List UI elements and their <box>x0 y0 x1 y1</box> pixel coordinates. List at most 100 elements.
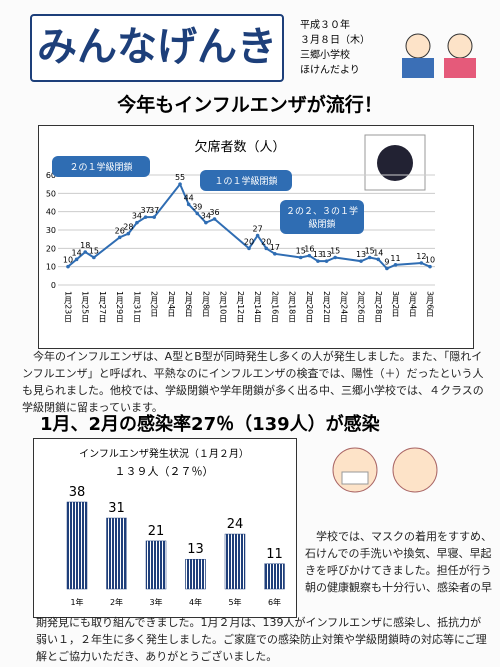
bar <box>106 517 127 590</box>
data-label: 11 <box>390 254 400 263</box>
doll-illustration <box>402 33 476 78</box>
chart-subtitle: １３９人（２７％） <box>115 465 214 478</box>
data-point <box>143 215 148 219</box>
y-tick-label: 60 <box>46 171 56 180</box>
data-point <box>385 266 389 271</box>
data-point <box>66 264 70 269</box>
x-tick-label: 2月2日 <box>150 291 159 318</box>
data-label: 15 <box>89 247 99 256</box>
bar <box>185 558 206 590</box>
data-label: 20 <box>261 237 271 246</box>
x-tick-label: 2月4日 <box>167 291 176 318</box>
data-point <box>74 257 79 262</box>
data-label: 13 <box>313 250 323 259</box>
x-tick-label: 2月22日 <box>322 291 331 323</box>
data-label: 20 <box>244 237 254 246</box>
data-point <box>316 259 320 263</box>
data-label: 44 <box>184 193 194 202</box>
x-tick-label: 1月25日 <box>81 291 90 323</box>
data-label: 9 <box>384 258 389 267</box>
data-label: 34 <box>132 212 142 221</box>
x-tick-label: 5年 <box>228 597 241 607</box>
y-tick-label: 40 <box>46 208 56 217</box>
y-tick-label: 0 <box>51 281 56 290</box>
data-point <box>152 215 156 219</box>
data-label: 28 <box>123 223 133 232</box>
data-point <box>359 259 363 263</box>
data-point <box>255 233 260 238</box>
x-tick-label: 1月29日 <box>115 291 124 323</box>
virus-illustration <box>377 145 413 181</box>
data-label: 21 <box>148 524 165 539</box>
data-label: 55 <box>175 173 185 182</box>
data-point <box>324 259 329 263</box>
chart-title: 欠席者数（人） <box>194 139 285 155</box>
bottom-text: 期発見にも取り組んできました。1月２月は、139人がインフルエンザに感染し、抵抗… <box>36 616 487 663</box>
date-block: 平成３０年 ３月８日（木） 三郷小学校 ほけんだより <box>300 18 370 78</box>
bar <box>224 533 246 590</box>
x-tick-label: 2月12日 <box>236 291 245 323</box>
x-tick-label: 2年 <box>110 597 123 607</box>
date-line: ３月８日（木） <box>300 35 370 46</box>
title: みんなげんき <box>37 24 277 70</box>
line-chart: 欠席者数（人） 0 10 20 30 40 50 60 1月23日 1月25日 1月27日 1月29… <box>46 134 435 323</box>
headline: 今年もインフルエンザが流行！ <box>117 94 383 116</box>
data-label: 14 <box>373 248 383 257</box>
annotation: ２の２、３の１学級閉鎖 <box>280 200 364 234</box>
data-label: 13 <box>187 542 204 557</box>
data-label: 38 <box>69 485 86 500</box>
data-label: 11 <box>266 547 283 562</box>
data-point <box>135 220 139 225</box>
date-line: 三郷小学校 <box>300 50 350 61</box>
annotation: １の１学級閉鎖 <box>200 170 292 191</box>
data-point <box>428 264 432 269</box>
x-tick-label: 3月2日 <box>391 291 400 318</box>
title-box: みんなげんき <box>30 14 284 82</box>
date-line: 平成３０年 <box>300 20 350 31</box>
data-label: 34 <box>201 212 211 221</box>
data-point <box>117 235 122 240</box>
x-tick-label: 1月23日 <box>64 291 73 323</box>
x-tick-label: 2月28日 <box>374 291 383 323</box>
y-tick-label: 50 <box>46 189 56 198</box>
data-point <box>126 231 131 236</box>
data-label: 16 <box>304 245 314 254</box>
data-label: 15 <box>330 247 340 256</box>
data-label: 13 <box>321 250 331 259</box>
x-tick-label: 2月6日 <box>184 291 193 318</box>
data-label: 15 <box>365 247 375 256</box>
data-label: 26 <box>115 226 125 235</box>
bar <box>145 540 167 590</box>
x-tick-label: 1月31日 <box>132 291 141 323</box>
y-tick-label: 10 <box>46 263 56 272</box>
x-tick-label: 3年 <box>149 597 162 607</box>
data-point <box>367 255 372 260</box>
data-label: 36 <box>209 208 219 217</box>
x-tick-label: 2月24日 <box>339 291 348 323</box>
data-label: 10 <box>63 256 73 265</box>
x-tick-label: 1月27日 <box>98 291 107 323</box>
date-line: ほけんだより <box>300 65 360 76</box>
bar <box>264 563 285 590</box>
data-label: 39 <box>192 203 202 212</box>
data-label: 18 <box>80 241 90 250</box>
data-point <box>419 261 424 265</box>
data-label: 24 <box>227 517 244 532</box>
data-label: 37 <box>149 206 159 215</box>
data-point <box>376 257 381 262</box>
data-point <box>264 246 269 251</box>
data-point <box>333 255 337 260</box>
x-tick-label: 6年 <box>268 597 281 607</box>
x-tick-label: 3月6日 <box>426 291 435 318</box>
data-point <box>83 250 88 254</box>
x-tick-label: 4年 <box>189 597 202 607</box>
x-tick-label: 2月26日 <box>357 291 366 323</box>
x-tick-label: 1年 <box>70 597 83 607</box>
bar-chart: インフルエンザ発生状況（１月２月） １３９人（２７％） 38 1年 31 2年 21 3年… <box>66 447 285 607</box>
data-label: 27 <box>253 225 263 234</box>
x-tick-label: 3月4日 <box>408 291 417 318</box>
data-point <box>393 263 398 267</box>
x-tick-label: 2月14日 <box>253 291 262 323</box>
data-label: 13 <box>356 250 366 259</box>
